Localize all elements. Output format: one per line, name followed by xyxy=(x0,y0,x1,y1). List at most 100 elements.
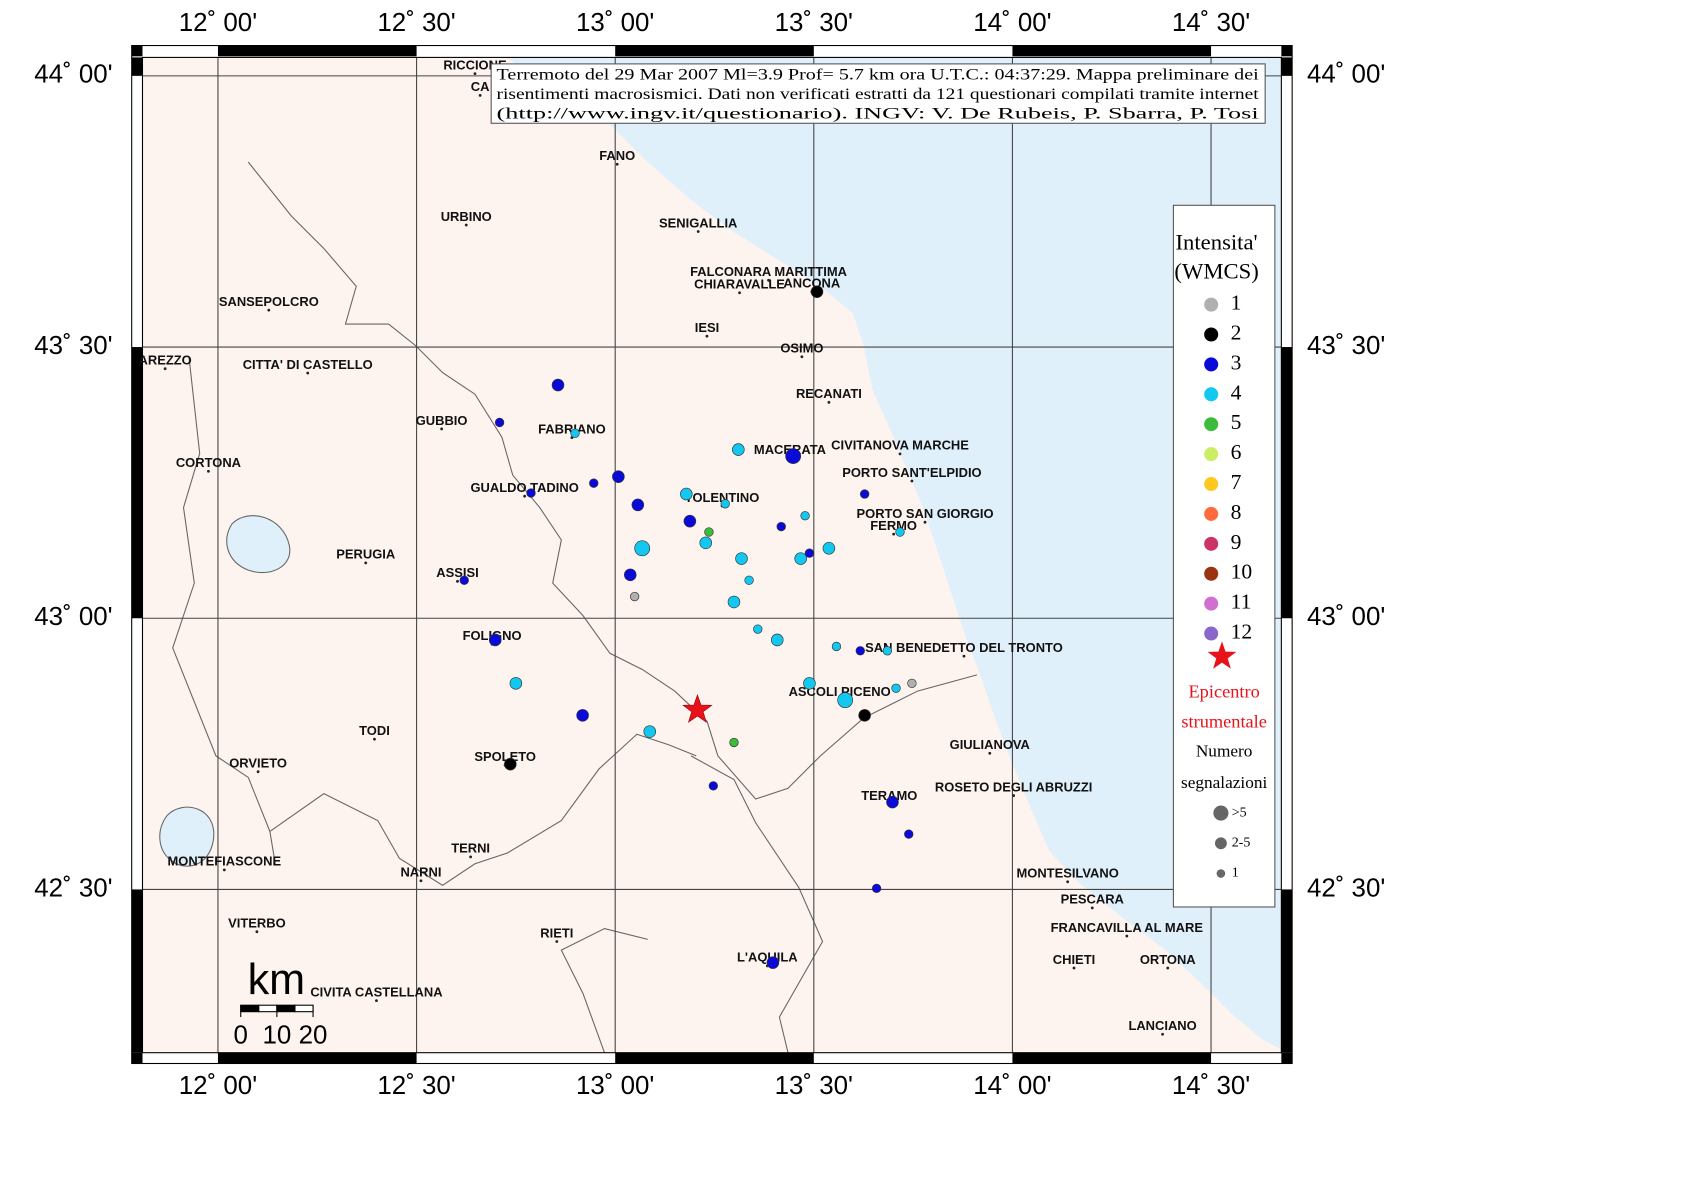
frame-band xyxy=(1281,889,1293,1053)
epicenter xyxy=(682,694,713,723)
legend-size-title: segnalazioni xyxy=(1181,773,1267,792)
lon-tick-label: 13˚ 30' xyxy=(775,1072,853,1100)
legend-size-swatch xyxy=(1213,805,1229,821)
city-marker xyxy=(767,278,770,282)
boundary xyxy=(717,674,978,800)
frame-band xyxy=(217,45,417,57)
legend-label: 2 xyxy=(1231,320,1242,344)
city-marker xyxy=(1161,1032,1164,1036)
legend-swatch xyxy=(1203,595,1220,612)
scale-bar: km0 10 20 xyxy=(234,956,328,1049)
intensity-point xyxy=(831,641,842,652)
scale-segment xyxy=(276,1004,296,1013)
intensity-point xyxy=(858,709,871,722)
intensity-point xyxy=(699,536,713,550)
frame-band xyxy=(131,347,143,619)
city-marker xyxy=(523,494,527,498)
intensity-point xyxy=(631,498,645,512)
scale-segment xyxy=(294,1004,314,1013)
city-label: CA xyxy=(471,79,490,94)
city-label: NARNI xyxy=(400,865,441,880)
lat-tick-label: 43˚ 30' xyxy=(34,332,112,360)
legend-label: 6 xyxy=(1231,440,1242,464)
lat-tick-label: 42˚ 30' xyxy=(34,874,112,902)
intensity-point xyxy=(634,540,651,557)
legend-swatch xyxy=(1203,326,1220,343)
city-marker xyxy=(988,751,992,755)
city-marker xyxy=(800,355,804,359)
intensity-point xyxy=(680,487,693,501)
city-marker xyxy=(478,93,482,97)
city-label: FABRIANO xyxy=(538,421,606,436)
city-label: IESI xyxy=(695,320,719,335)
legend-size-title: Numero xyxy=(1196,742,1253,761)
legend-label: 1 xyxy=(1231,291,1242,315)
intensity-point xyxy=(904,829,914,839)
city-label: SPOLETO xyxy=(474,749,536,764)
intensity-point xyxy=(504,757,517,771)
intensity-point xyxy=(800,511,810,521)
city-label: ANCONA xyxy=(783,276,840,291)
city-marker xyxy=(373,737,376,741)
city-label: OSIMO xyxy=(780,341,823,356)
intensity-point xyxy=(704,527,714,537)
city-label: TODI xyxy=(359,723,390,738)
city-marker xyxy=(892,532,896,536)
city-label: CHIETI xyxy=(1053,952,1095,967)
lat-tick-label: 44˚ 00' xyxy=(34,61,112,89)
lon-tick-label: 14˚ 30' xyxy=(1172,9,1250,37)
city-label: L'AQUILA xyxy=(737,950,798,965)
intensity-point xyxy=(753,624,763,634)
intensity-point xyxy=(729,737,739,748)
legend-size-swatch xyxy=(1216,869,1226,878)
city-label: LANCIANO xyxy=(1128,1018,1196,1033)
city-label: ORTONA xyxy=(1140,952,1196,967)
city-marker xyxy=(962,654,966,658)
city-label: PERUGIA xyxy=(336,547,395,562)
city-label: CITTA' DI CASTELLO xyxy=(243,357,373,372)
boundary xyxy=(172,356,276,864)
boundary xyxy=(247,161,719,757)
city-label: CHIARAVALLE xyxy=(694,277,785,292)
lat-tick-label: 43˚ 30' xyxy=(1307,332,1385,360)
intensity-point xyxy=(855,646,865,656)
legend-title: (WMCS) xyxy=(1174,259,1258,284)
intensity-point xyxy=(771,633,784,647)
city-label: GUBBIO xyxy=(416,413,468,428)
legend-size-label: 1 xyxy=(1232,865,1239,881)
legend-swatch xyxy=(1203,625,1220,642)
legend-size-swatch xyxy=(1214,837,1227,850)
city-label: ORVIETO xyxy=(229,756,287,771)
frame-band xyxy=(1281,347,1293,619)
intensity-point xyxy=(891,683,901,693)
legend-epicenter xyxy=(1207,641,1237,669)
intensity-point xyxy=(766,956,780,969)
intensity-point xyxy=(776,521,786,532)
city-marker xyxy=(1166,966,1170,970)
frame-band xyxy=(217,1052,417,1064)
intensity-point xyxy=(810,285,824,298)
intensity-point xyxy=(683,514,697,528)
legend-swatch xyxy=(1203,505,1220,523)
legend-swatch xyxy=(1203,475,1220,493)
city-label: TERAMO xyxy=(861,788,917,803)
city-marker xyxy=(256,770,260,774)
intensity-point xyxy=(494,417,505,428)
legend-swatch xyxy=(1203,416,1220,433)
city-marker xyxy=(1090,906,1094,910)
city-marker xyxy=(255,930,259,934)
city-label: FRANCAVILLA AL MARE xyxy=(1051,920,1204,935)
city-label: GUALDO TADINO xyxy=(470,480,578,495)
city-label: ROSETO DEGLI ABRUZZI xyxy=(935,779,1092,794)
intensity-point xyxy=(822,542,836,555)
city-marker xyxy=(615,162,619,166)
city-label: RIETI xyxy=(540,925,573,940)
intensity-point xyxy=(509,677,523,690)
frame xyxy=(131,45,1293,1065)
sea xyxy=(507,57,1282,1050)
city-marker xyxy=(306,371,310,375)
city-marker xyxy=(910,479,914,483)
legend-swatch xyxy=(1203,446,1220,463)
legend-label: 8 xyxy=(1231,500,1242,524)
